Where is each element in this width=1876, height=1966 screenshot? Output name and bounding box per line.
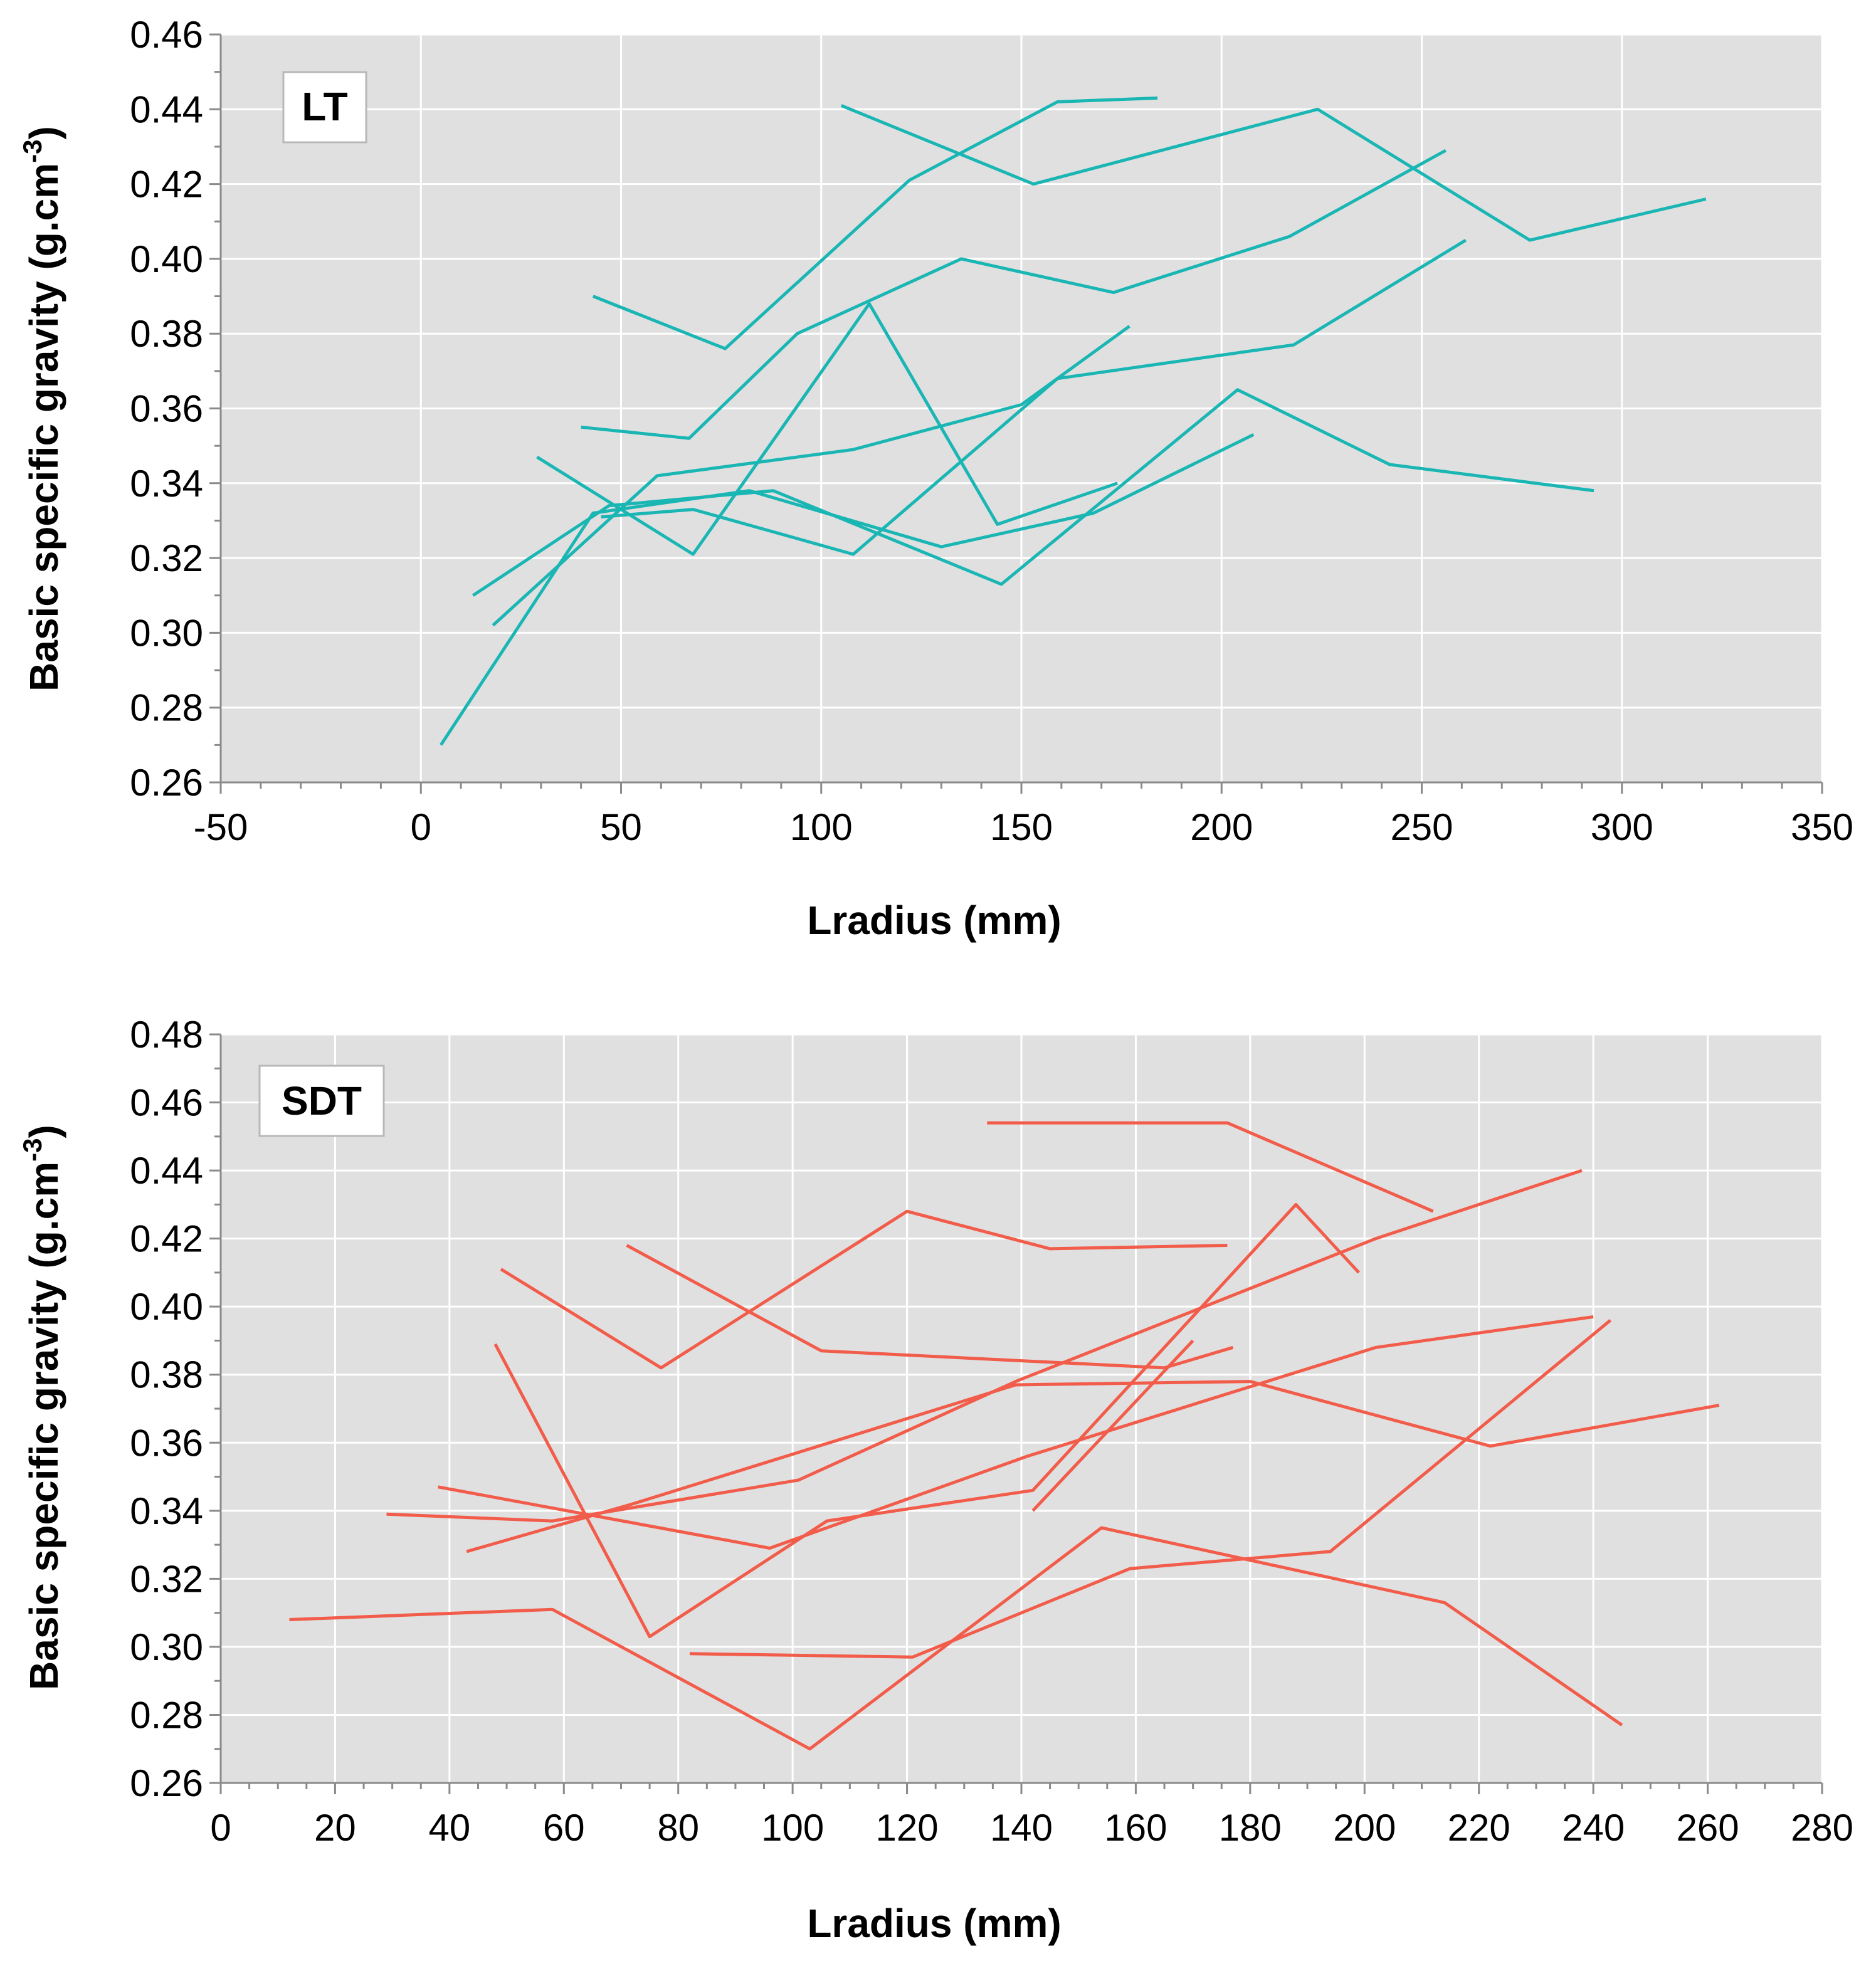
sdt-series-tree-3 (626, 1244, 1234, 1370)
lt-y-tick-label: 0.30 (130, 612, 203, 654)
sdt-x-tick-label: 120 (876, 1807, 939, 1849)
lt-gridlines (221, 33, 1823, 782)
sdt-x-axis-title: Lradius (mm) (807, 1901, 1061, 1946)
sdt-panel-label-box: SDT (258, 1064, 385, 1137)
lt-x-axis-title: Lradius (mm) (807, 898, 1061, 943)
lt-y-axis-title-close: ) (21, 126, 66, 139)
lt-y-axis-title-sup: -3 (18, 139, 47, 162)
sdt-series-tree-7 (438, 1315, 1594, 1550)
sdt-y-axis-title-sup: -3 (18, 1138, 47, 1161)
lt-tick-labels: -50 0 50 100 150 200 250 300 350 0.26 0.28 0.30 0.32… (130, 14, 1853, 848)
sdt-series-tree-5 (386, 1169, 1583, 1523)
sdt-y-tick-label: 0.40 (130, 1286, 203, 1328)
sdt-y-axis-title: Basic specific gravity (g.cm-3) (18, 1125, 66, 1690)
sdt-x-tick-label: 80 (657, 1807, 699, 1849)
sdt-x-tick-label: 280 (1791, 1807, 1853, 1849)
sdt-y-tick-label: 0.44 (130, 1150, 203, 1192)
lt-x-tick-label: 150 (990, 806, 1053, 848)
lt-y-tick-label: 0.42 (130, 164, 203, 206)
sdt-series-tree-1 (987, 1121, 1434, 1213)
sdt-series-tree-10 (1031, 1339, 1194, 1512)
lt-y-tick-label: 0.28 (130, 687, 203, 729)
sdt-x-tick-label: 200 (1333, 1807, 1396, 1849)
sdt-y-tick-label: 0.42 (130, 1218, 203, 1260)
sdt-series-layer (289, 1121, 1720, 1751)
sdt-series-tree-2 (500, 1209, 1228, 1370)
sdt-tick-labels: 0 20 40 60 80 100 120 140 160 180 200 220 240 260 280 0… (130, 1014, 1853, 1849)
lt-series-tree-1 (840, 103, 1707, 242)
sdt-panel-label: SDT (282, 1078, 362, 1123)
lt-x-tick-label: 100 (790, 806, 853, 848)
lt-series-tree-3 (581, 149, 1447, 440)
lt-series-tree-8 (601, 238, 1467, 556)
lt-series-tree-5 (536, 302, 1119, 556)
lt-chart: -50 0 50 100 150 200 250 300 350 0.26 0.28 0.30 0.32… (18, 14, 1853, 943)
lt-x-tick-label: 350 (1791, 806, 1853, 848)
lt-series-layer (440, 96, 1707, 746)
sdt-series-tree-9 (689, 1318, 1612, 1659)
lt-y-axis-title: Basic specific gravity (g.cm-3) (18, 126, 66, 691)
sdt-y-tick-label: 0.26 (130, 1762, 203, 1804)
sdt-x-tick-label: 240 (1562, 1807, 1625, 1849)
sdt-y-tick-label: 0.38 (130, 1354, 203, 1396)
lt-x-tick-label: 250 (1390, 806, 1453, 848)
lt-x-tick-label: -50 (194, 806, 248, 848)
sdt-y-tick-label: 0.48 (130, 1014, 203, 1056)
sdt-x-tick-label: 160 (1104, 1807, 1167, 1849)
lt-y-tick-label: 0.44 (130, 88, 203, 130)
sdt-x-tick-label: 20 (314, 1807, 356, 1849)
sdt-chart: 0 20 40 60 80 100 120 140 160 180 200 220 240 260 280 0… (18, 1014, 1853, 1946)
lt-x-tick-label: 50 (600, 806, 642, 848)
sdt-x-tick-label: 100 (761, 1807, 824, 1849)
lt-x-tick-label: 300 (1591, 806, 1653, 848)
sdt-series-tree-4 (493, 1202, 1361, 1639)
sdt-x-tick-label: 180 (1219, 1807, 1282, 1849)
lt-y-tick-label: 0.32 (130, 537, 203, 579)
lt-y-tick-label: 0.38 (130, 313, 203, 355)
sdt-y-tick-label: 0.34 (130, 1490, 203, 1532)
lt-y-tick-label: 0.40 (130, 238, 203, 280)
lt-series-tree-7 (472, 388, 1594, 597)
sdt-x-tick-label: 40 (428, 1807, 470, 1849)
sdt-gridlines (221, 1033, 1823, 1783)
lt-series-tree-2 (592, 96, 1158, 350)
lt-axes (209, 33, 1823, 794)
sdt-x-tick-label: 0 (210, 1807, 231, 1849)
sdt-y-tick-label: 0.28 (130, 1694, 203, 1736)
lt-panel-label: LT (302, 84, 347, 129)
sdt-x-tick-label: 260 (1677, 1807, 1739, 1849)
lt-y-tick-label: 0.34 (130, 463, 203, 505)
sdt-x-tick-label: 220 (1448, 1807, 1510, 1849)
sdt-y-tick-label: 0.36 (130, 1422, 203, 1464)
sdt-y-axis-title-close: ) (21, 1125, 66, 1138)
lt-y-tick-label: 0.36 (130, 388, 203, 430)
lt-x-tick-label: 0 (411, 806, 431, 848)
sdt-y-axis-title-main: Basic specific gravity (g.cm (21, 1162, 66, 1690)
sdt-x-tick-label: 60 (543, 1807, 585, 1849)
lt-y-tick-label: 0.46 (130, 14, 203, 56)
lt-y-axis-title-main: Basic specific gravity (g.cm (21, 163, 66, 691)
lt-panel-label-box: LT (282, 71, 367, 144)
sdt-x-tick-label: 140 (990, 1807, 1053, 1849)
sdt-y-tick-label: 0.46 (130, 1082, 203, 1124)
sdt-y-tick-label: 0.32 (130, 1558, 203, 1600)
sdt-axes (209, 1033, 1823, 1794)
lt-y-tick-label: 0.26 (130, 762, 203, 804)
sdt-series-tree-6 (466, 1380, 1720, 1553)
lt-x-tick-label: 200 (1190, 806, 1253, 848)
sdt-y-tick-label: 0.30 (130, 1626, 203, 1668)
